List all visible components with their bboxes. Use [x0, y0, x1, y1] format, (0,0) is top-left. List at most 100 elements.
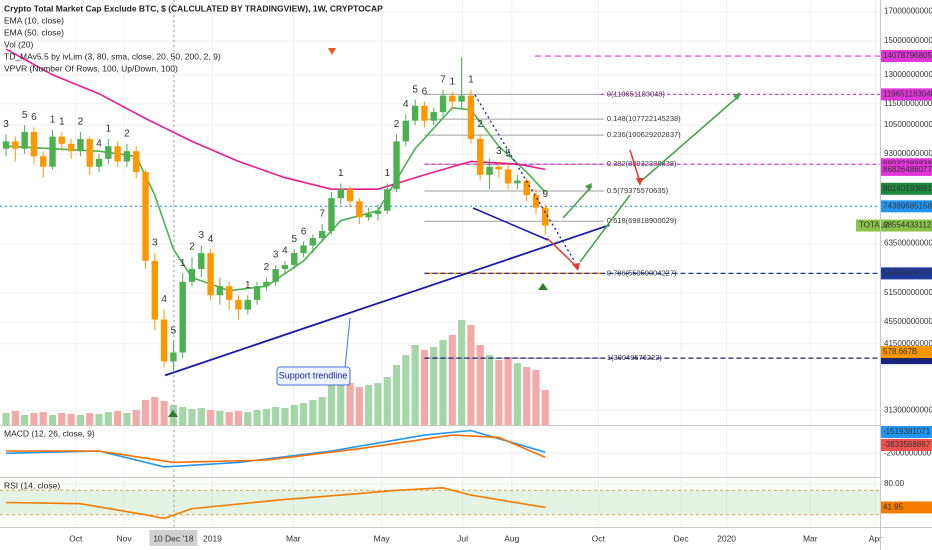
volume-bar — [365, 385, 373, 425]
projection-arrow — [579, 194, 631, 263]
volume-bar — [2, 413, 10, 425]
fib-label: 0(119651183048) — [607, 89, 666, 98]
volume-bar — [58, 413, 66, 425]
td-count: 1 — [450, 76, 456, 87]
td-count: 4 — [403, 99, 409, 110]
candle-body — [514, 180, 521, 184]
x-tick-label: Apr — [869, 533, 882, 543]
td-count: 1 — [50, 114, 56, 125]
y-tick-label: 41500000000 — [884, 339, 932, 348]
candle-body — [402, 120, 410, 142]
candle-body — [439, 95, 447, 113]
volume-bar — [392, 365, 401, 425]
x-tick-label: 2020 — [717, 533, 736, 543]
candle-body — [477, 138, 484, 175]
candle-body — [384, 189, 391, 211]
candle-body — [105, 146, 112, 159]
volume-bar — [504, 357, 512, 425]
candle-body — [86, 138, 93, 167]
y-tick-label: 51500000000 — [884, 288, 932, 297]
volume-bar — [327, 385, 336, 425]
volume-bar — [160, 401, 168, 425]
last-value-box — [881, 501, 932, 514]
candle-body — [291, 253, 298, 265]
volume-bar — [476, 345, 484, 425]
volume-bar — [197, 407, 205, 425]
price-label: 119651183048 — [883, 89, 932, 98]
volume-bar — [430, 347, 438, 425]
volume-bar — [346, 383, 354, 425]
td-count: 4 — [161, 294, 167, 305]
indicator-label: EMA (10, close) — [4, 15, 64, 25]
volume-bar — [216, 411, 224, 425]
series-line — [5, 429, 546, 468]
candle-body — [216, 286, 224, 296]
candle-body — [12, 141, 19, 149]
price-label-box — [881, 50, 932, 63]
callout-box — [276, 366, 351, 386]
candle-body — [114, 146, 121, 162]
candle-body — [235, 299, 242, 310]
candle-body — [523, 180, 530, 196]
rsi-pane-bg — [0, 478, 880, 527]
fib-label: 0.618(69818900029) — [607, 216, 677, 225]
volume-bar — [458, 319, 466, 425]
price-label: 74389685158 — [883, 201, 932, 210]
price-label-box — [881, 163, 932, 176]
y-tick-label: 115000000000 — [884, 99, 932, 108]
volume-bar — [206, 409, 215, 425]
candle-body — [542, 207, 549, 226]
candle-body — [253, 286, 261, 300]
last-value-box — [881, 426, 932, 438]
volume-label: 578.667B — [883, 347, 917, 356]
candle-body — [504, 169, 512, 184]
last-value-label: -1519381071 — [883, 427, 931, 436]
candle-body — [179, 281, 186, 353]
volume-bar — [244, 411, 252, 425]
td-count: 2 — [189, 242, 195, 253]
volume-bar — [225, 411, 233, 425]
price-label-box — [881, 200, 932, 213]
price-label: 80140193881 — [883, 184, 932, 193]
last-value-label: -3833568867 — [883, 440, 931, 449]
x-tick-label: Nov — [117, 533, 133, 543]
td-count: 5 — [22, 110, 28, 121]
arrow-head — [585, 183, 592, 191]
channel-line — [472, 207, 549, 241]
td-count: 1 — [180, 258, 186, 269]
candle-body — [318, 230, 326, 239]
volume-bar — [337, 379, 345, 425]
candle-body — [272, 269, 279, 282]
candle-body — [411, 105, 419, 121]
td-count: 2 — [394, 119, 400, 130]
indicator-label: VPVR (Number Of Rows, 100, Up/Down, 100) — [4, 63, 178, 73]
td-count: 1 — [468, 74, 474, 85]
callout-pointer — [344, 317, 351, 369]
macd-title: MACD (12, 26, close, 9) — [4, 428, 95, 438]
volume-bar — [495, 359, 503, 425]
volume-bar — [523, 367, 531, 425]
series-line — [5, 486, 546, 520]
td-count: 5 — [412, 84, 418, 95]
x-tick-label: Dec — [673, 533, 689, 543]
projection-arrow — [546, 237, 579, 269]
candle-body — [95, 158, 103, 167]
volume-bar — [402, 355, 410, 425]
candle-body — [188, 269, 196, 282]
volume-bar — [309, 399, 317, 425]
td-count: 7 — [440, 74, 446, 85]
td-count: 3 — [3, 119, 9, 130]
volume-bar — [104, 411, 112, 425]
candle-body — [49, 136, 56, 167]
volume-bar — [355, 387, 363, 425]
candle-body — [356, 201, 363, 218]
trendline — [164, 224, 610, 377]
volume-bar — [141, 399, 150, 425]
y-tick-label: 130000000000 — [884, 70, 932, 79]
arrow-head — [572, 263, 580, 271]
volume-bar — [234, 411, 243, 425]
td-count: 1 — [245, 280, 251, 291]
volume-bar — [485, 355, 494, 425]
indicator-label: EMA (50, close) — [4, 27, 64, 37]
